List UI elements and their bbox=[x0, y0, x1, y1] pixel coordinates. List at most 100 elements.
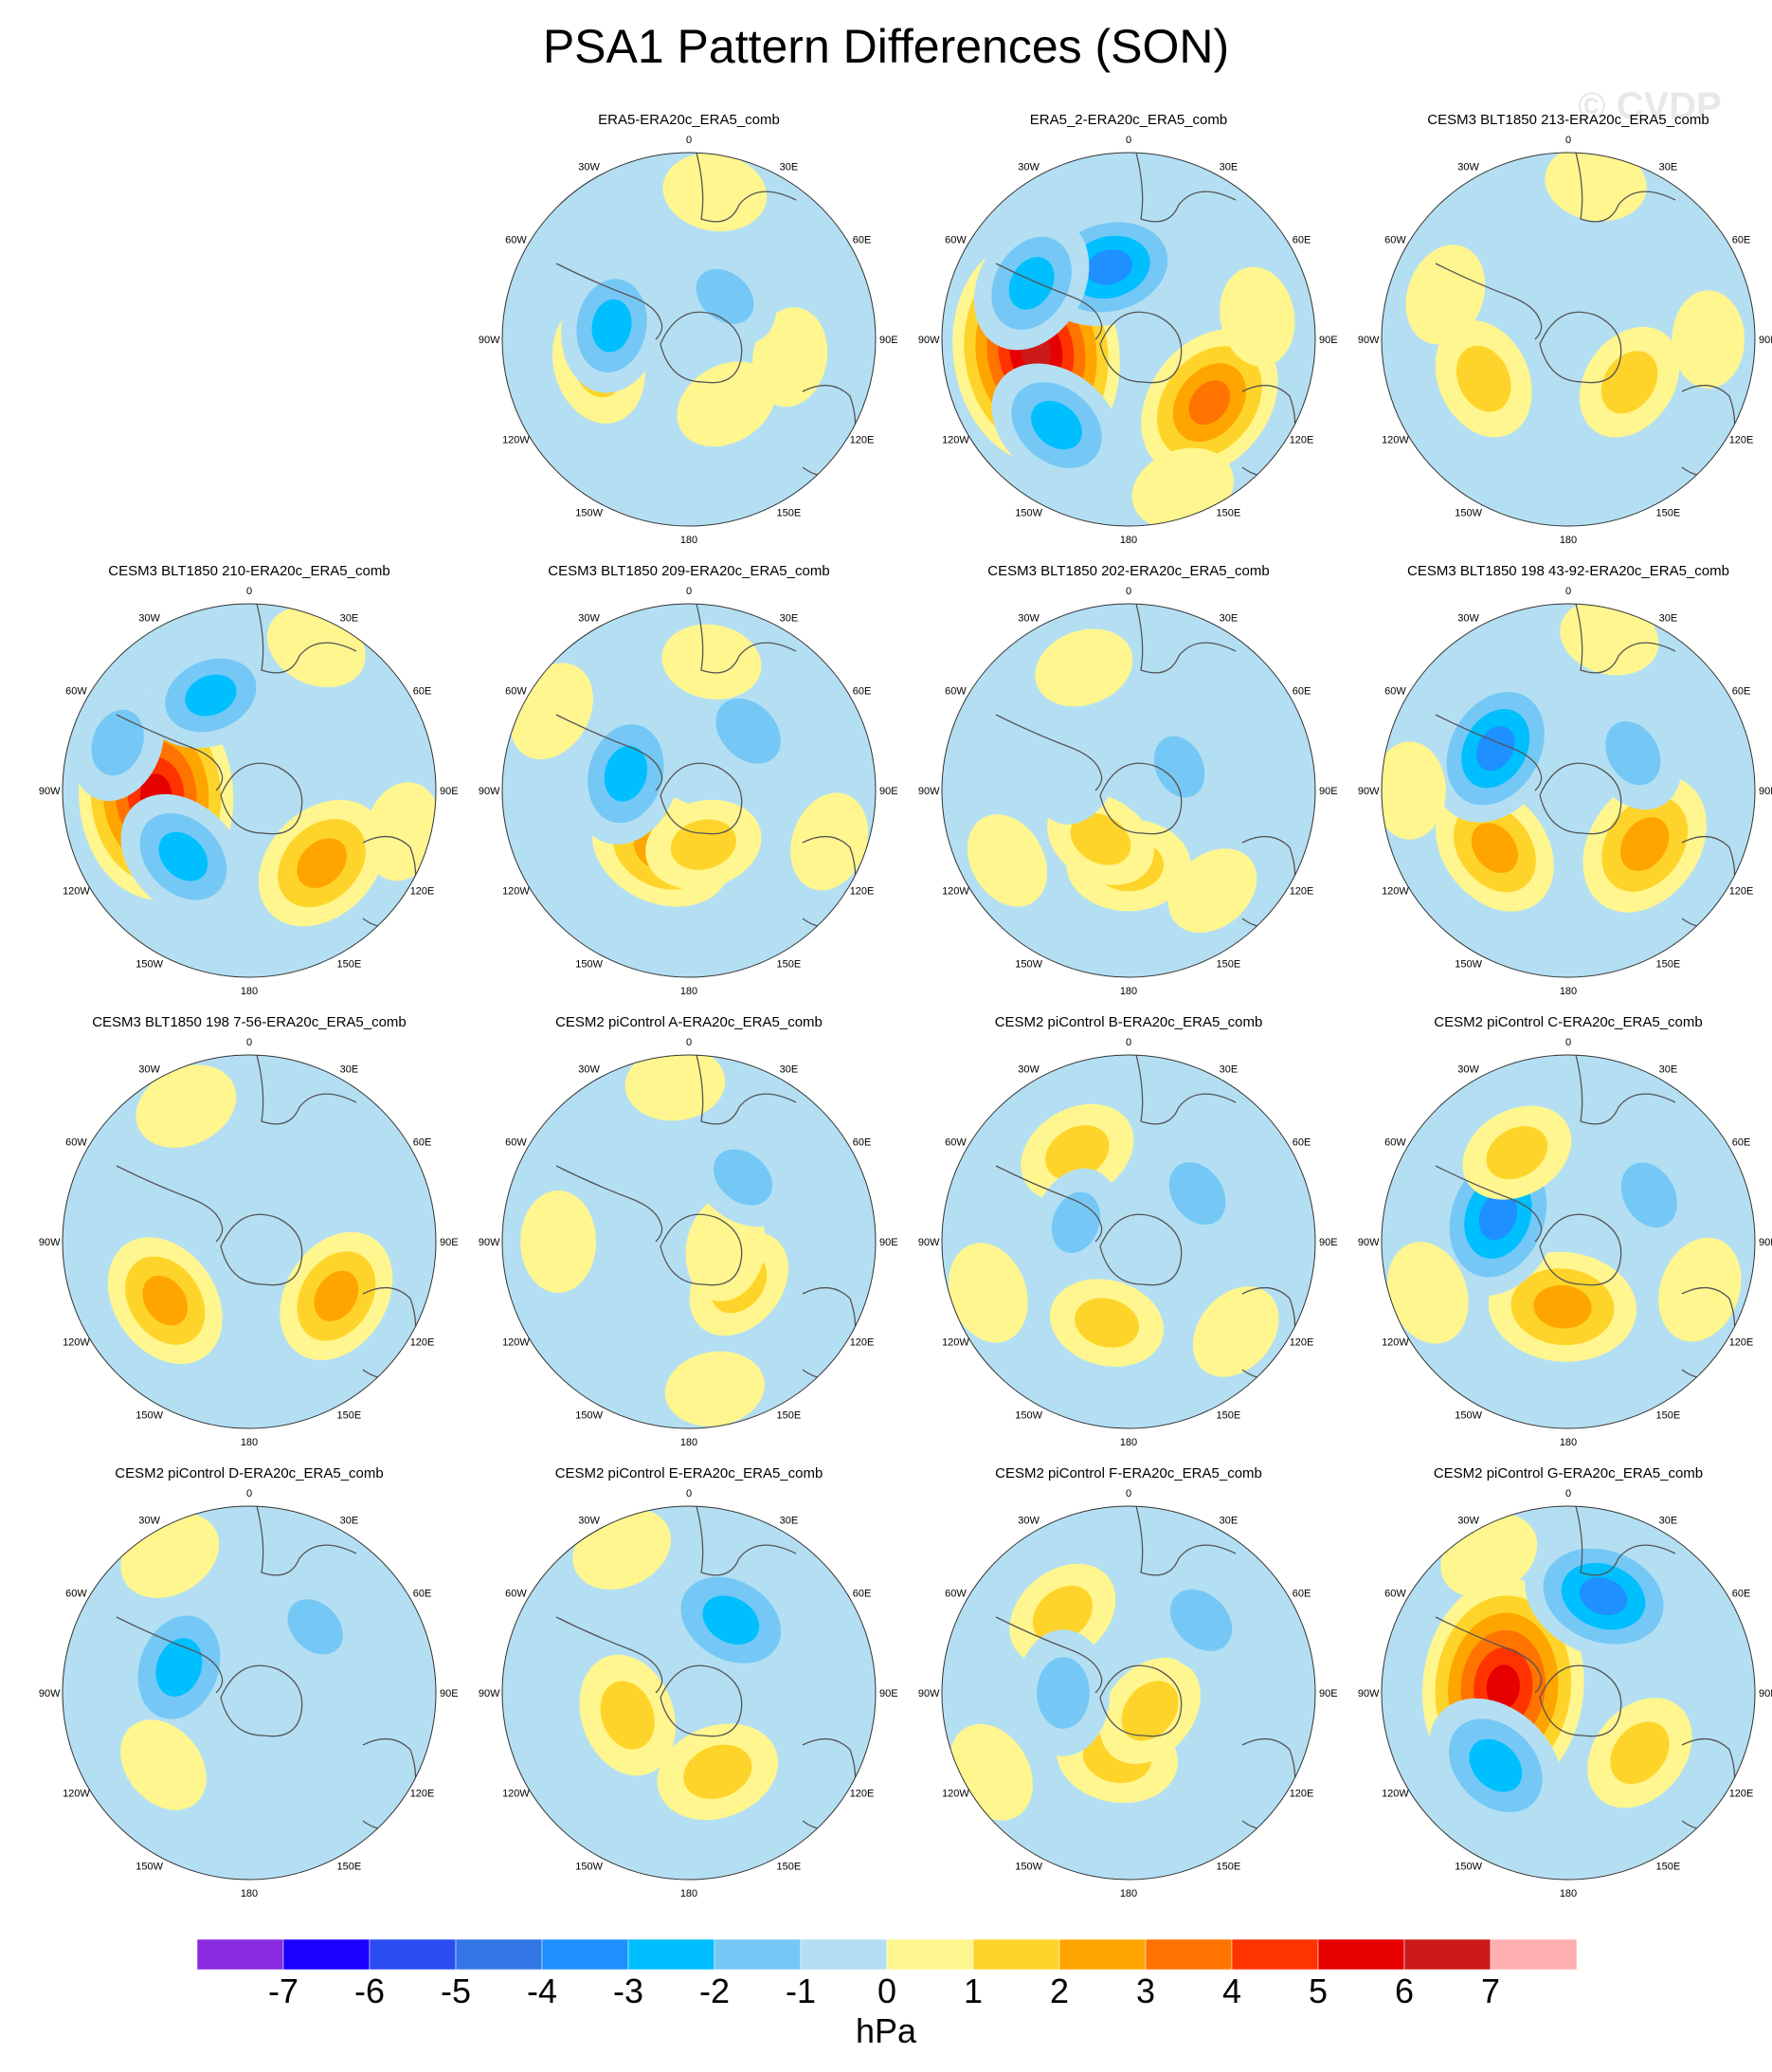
anomaly-contour bbox=[1037, 1657, 1090, 1729]
africa-coastline bbox=[1135, 1506, 1237, 1576]
longitude-label: 90E bbox=[1759, 1688, 1772, 1699]
africa-coastline bbox=[1575, 604, 1676, 674]
polar-map: 0 30E 60E 90E 120E 150E 180 150W 120W 90W 60W 30W bbox=[479, 1488, 898, 1899]
anomaly-contour bbox=[1533, 1284, 1592, 1329]
antarctica-coastline bbox=[220, 1213, 303, 1286]
anomaly-contour bbox=[1008, 257, 1055, 310]
map-background bbox=[63, 1055, 436, 1428]
anomaly-contour bbox=[520, 1190, 597, 1294]
map-border bbox=[501, 603, 877, 978]
longitude-label: 150E bbox=[1217, 508, 1241, 519]
anomaly-contour bbox=[91, 709, 144, 776]
map-border bbox=[62, 1505, 437, 1881]
map-panel: ERA5_2-ERA20c_ERA5_comb 0 30E 60E 90E 120E 150… bbox=[908, 112, 1349, 563]
longitude-label: 150E bbox=[1656, 959, 1681, 971]
longitude-label: 150W bbox=[1015, 959, 1042, 971]
longitude-label: 60E bbox=[1293, 1137, 1311, 1149]
anomaly-contour bbox=[314, 1270, 359, 1322]
longitude-label: 30W bbox=[1457, 1515, 1479, 1526]
anomaly-contour bbox=[683, 1744, 752, 1799]
longitude-label: 150E bbox=[777, 959, 802, 971]
south-america-coastline bbox=[995, 714, 1103, 791]
longitude-label: 60W bbox=[1384, 235, 1406, 246]
colorbar-tick-label: 6 bbox=[1394, 1972, 1415, 2010]
longitude-label: 120E bbox=[1290, 1336, 1314, 1348]
longitude-label: 60E bbox=[1732, 1589, 1751, 1600]
longitude-label: 90W bbox=[479, 786, 500, 797]
south-america-coastline bbox=[995, 263, 1103, 340]
longitude-label: 90W bbox=[39, 1237, 61, 1248]
colorbar-box bbox=[455, 1939, 543, 1970]
longitude-label: 120W bbox=[942, 434, 969, 445]
longitude-label: 90E bbox=[879, 335, 898, 346]
anomaly-contour bbox=[662, 153, 768, 232]
longitude-label: 30W bbox=[578, 161, 600, 173]
colorbar-box bbox=[369, 1939, 457, 1970]
longitude-label: 60W bbox=[505, 1589, 527, 1600]
longitude-label: 90W bbox=[1358, 1688, 1380, 1699]
longitude-label: 30E bbox=[1659, 1515, 1678, 1526]
map-panel: CESM3 BLT1850 213-ERA20c_ERA5_comb 0 30E 60… bbox=[1347, 112, 1772, 563]
map-border bbox=[941, 152, 1316, 527]
polar-map: 0 30E 60E 90E 120E 150E 180 150W 120W 90W 60W 30W bbox=[39, 1488, 459, 1899]
colorbar-tick-label: -5 bbox=[440, 1972, 471, 2010]
longitude-label: 120W bbox=[1382, 1336, 1409, 1348]
longitude-label: 30E bbox=[1659, 1063, 1678, 1075]
map-border bbox=[1381, 1505, 1756, 1881]
africa-coastline bbox=[696, 1055, 797, 1125]
anomaly-contour bbox=[713, 1149, 773, 1206]
longitude-label: 120E bbox=[850, 1788, 875, 1799]
longitude-label: 60W bbox=[505, 1137, 527, 1149]
longitude-label: 120W bbox=[502, 434, 530, 445]
anomaly-contour bbox=[591, 299, 632, 353]
longitude-label: 150E bbox=[1217, 1410, 1241, 1422]
longitude-label: 120E bbox=[410, 885, 435, 897]
longitude-label: 0 bbox=[686, 135, 692, 146]
south-america-coastline bbox=[555, 1165, 663, 1243]
longitude-label: 60E bbox=[1732, 686, 1751, 698]
africa-coastline bbox=[256, 604, 357, 674]
longitude-label: 30W bbox=[1457, 161, 1479, 173]
map-background bbox=[942, 1055, 1315, 1428]
longitude-label: 30E bbox=[340, 1515, 359, 1526]
longitude-label: 90E bbox=[1319, 1237, 1338, 1248]
longitude-label: 120E bbox=[850, 885, 875, 897]
panel-title: CESM3 BLT1850 213-ERA20c_ERA5_comb bbox=[1427, 112, 1709, 128]
map-border bbox=[62, 603, 437, 978]
map-panel: CESM3 BLT1850 202-ERA20c_ERA5_comb 0 30E 60… bbox=[908, 563, 1349, 1014]
longitude-label: 120W bbox=[942, 1336, 969, 1348]
colorbar-box bbox=[1490, 1939, 1577, 1970]
longitude-label: 120E bbox=[850, 434, 875, 445]
panel-title: CESM3 BLT1850 198 43-92-ERA20c_ERA5_comb bbox=[1407, 563, 1729, 579]
colorbar-box bbox=[886, 1939, 974, 1970]
africa-coastline bbox=[1575, 1506, 1676, 1576]
anomaly-contour bbox=[1387, 1242, 1469, 1344]
longitude-label: 60W bbox=[505, 235, 527, 246]
longitude-label: 0 bbox=[1126, 135, 1131, 146]
longitude-label: 150W bbox=[1455, 959, 1482, 971]
longitude-label: 180 bbox=[241, 1888, 258, 1899]
longitude-label: 30W bbox=[138, 1063, 160, 1075]
polar-map: 0 30E 60E 90E 120E 150E 180 150W 120W 90W 60W 30W bbox=[1358, 135, 1772, 546]
anomaly-contour bbox=[1610, 1721, 1670, 1785]
africa-coastline bbox=[256, 1506, 357, 1576]
anomaly-contour bbox=[1170, 1589, 1233, 1651]
africa-coastline bbox=[1575, 153, 1676, 223]
south-america-coastline bbox=[1435, 263, 1543, 340]
polar-map: 0 30E 60E 90E 120E 150E 180 150W 120W 90W 60W 30W bbox=[918, 135, 1338, 546]
longitude-label: 150E bbox=[777, 1410, 802, 1422]
longitude-label: 0 bbox=[246, 1488, 252, 1499]
colorbar-tick-label: -2 bbox=[698, 1972, 730, 2010]
anomaly-contour bbox=[1580, 1577, 1628, 1616]
anomaly-contour bbox=[1031, 400, 1082, 450]
panel-title: CESM3 BLT1850 202-ERA20c_ERA5_comb bbox=[987, 563, 1270, 579]
longitude-label: 180 bbox=[680, 1437, 697, 1448]
longitude-label: 90W bbox=[479, 1237, 500, 1248]
longitude-label: 30E bbox=[1659, 161, 1678, 173]
longitude-label: 30E bbox=[780, 161, 799, 173]
longitude-label: 30W bbox=[1018, 1515, 1040, 1526]
anomaly-contour bbox=[967, 814, 1048, 907]
main-title: PSA1 Pattern Differences (SON) bbox=[542, 20, 1230, 73]
longitude-label: 120W bbox=[63, 1336, 90, 1348]
south-america-coastline bbox=[555, 263, 663, 340]
